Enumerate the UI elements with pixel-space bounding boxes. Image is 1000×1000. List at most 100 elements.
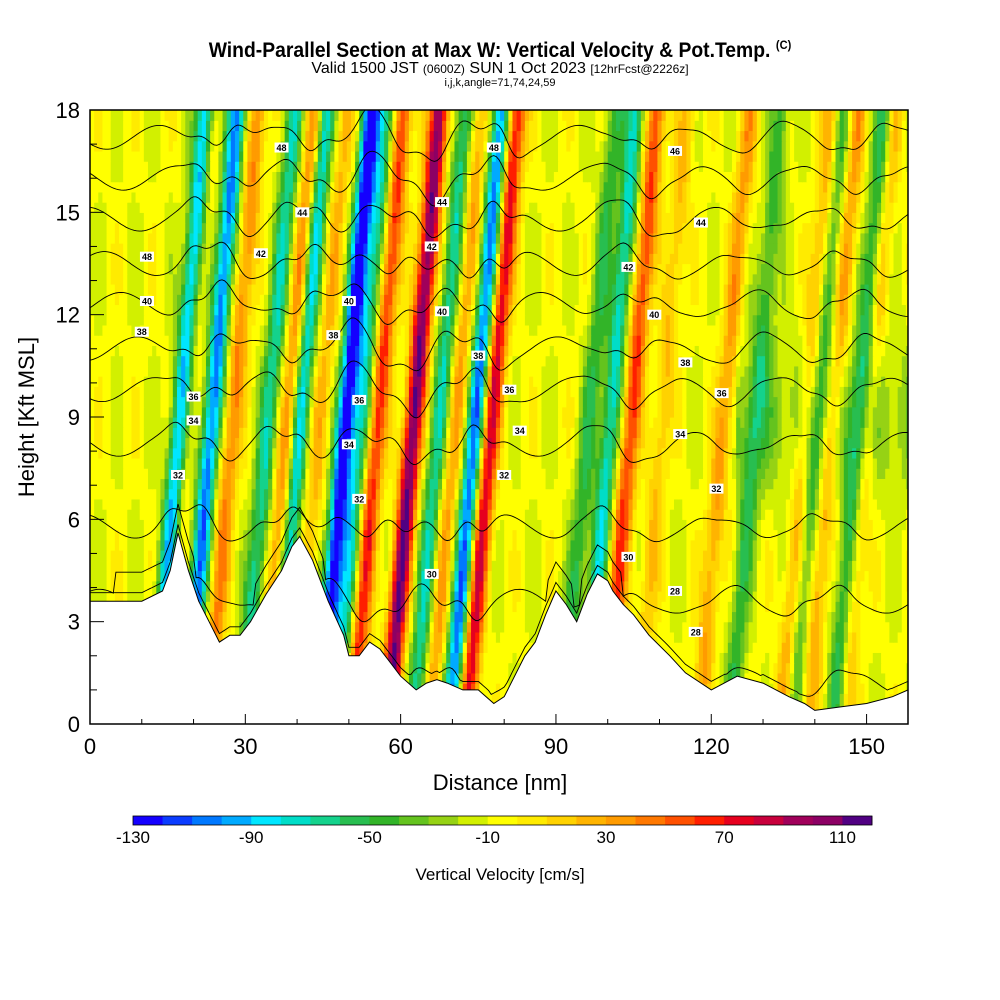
field-cell <box>814 478 820 490</box>
field-cell <box>466 509 472 520</box>
field-cell <box>375 580 381 592</box>
field-cell <box>176 529 182 541</box>
field-cell <box>889 570 895 582</box>
field-cell <box>864 478 870 490</box>
field-cell <box>711 550 717 561</box>
field-cell <box>421 642 427 653</box>
field-cell <box>475 478 480 490</box>
field-cell <box>135 550 141 561</box>
field-cell <box>139 550 145 561</box>
field-cell <box>292 529 298 541</box>
field-cell <box>868 580 874 592</box>
field-cell <box>905 509 908 520</box>
field-cell <box>516 478 522 490</box>
field-cell <box>359 642 364 653</box>
field-cell <box>715 468 721 479</box>
field-cell <box>711 519 717 531</box>
field-cell <box>189 488 195 500</box>
field-cell <box>437 509 443 520</box>
field-cell <box>823 488 828 500</box>
field-cell <box>189 550 195 561</box>
field-cell <box>313 519 319 531</box>
field-cell <box>843 478 849 490</box>
field-cell <box>479 652 485 664</box>
field-cell <box>661 580 667 592</box>
field-cell <box>524 488 530 500</box>
field-cell <box>388 611 393 623</box>
field-cell <box>715 488 721 500</box>
field-cell <box>379 601 385 613</box>
field-cell <box>798 631 803 643</box>
field-cell <box>359 498 364 510</box>
field-cell <box>632 539 638 551</box>
field-cell <box>905 478 908 490</box>
field-cell <box>798 529 803 541</box>
field-cell <box>466 570 472 582</box>
field-cell <box>181 457 186 469</box>
field-cell <box>885 621 890 633</box>
field-cell <box>574 560 580 572</box>
field-cell <box>860 580 866 592</box>
field-cell <box>673 590 679 602</box>
field-cell <box>545 560 551 572</box>
field-cell <box>798 601 803 613</box>
field-cell <box>802 539 808 551</box>
field-cell <box>736 539 741 551</box>
field-cell <box>338 611 344 623</box>
field-cell <box>707 601 712 613</box>
field-cell <box>553 509 559 520</box>
field-cell <box>678 468 683 479</box>
field-cell <box>176 457 182 469</box>
field-cell <box>810 611 816 623</box>
field-cell <box>450 488 456 500</box>
field-cell <box>110 468 116 479</box>
field-cell <box>466 621 472 633</box>
field-cell <box>338 590 344 602</box>
field-cell <box>230 498 236 510</box>
field-cell <box>404 478 410 490</box>
field-cell <box>417 509 422 520</box>
field-cell <box>533 580 538 592</box>
field-cell <box>118 488 124 500</box>
field-cell <box>897 621 903 633</box>
field-cell <box>843 468 849 479</box>
field-cell <box>558 468 563 479</box>
field-cell <box>905 631 908 643</box>
field-cell <box>752 509 758 520</box>
field-cell <box>317 570 323 582</box>
field-cell <box>147 570 153 582</box>
field-cell <box>446 642 451 653</box>
field-cell <box>471 539 476 551</box>
field-cell <box>798 570 803 582</box>
field-cell <box>690 519 696 531</box>
field-cell <box>313 550 319 561</box>
field-cell <box>789 652 795 664</box>
field-cell <box>106 550 112 561</box>
field-cell <box>247 519 253 531</box>
field-cell <box>885 498 890 510</box>
field-cell <box>98 498 104 510</box>
field-cell <box>781 560 787 572</box>
field-cell <box>301 468 306 479</box>
field-cell <box>458 468 464 479</box>
field-cell <box>297 478 302 490</box>
field-cell <box>168 550 174 561</box>
field-cell <box>893 601 899 613</box>
field-cell <box>454 519 460 531</box>
field-cell <box>653 601 659 613</box>
field-cell <box>599 468 605 479</box>
field-cell <box>363 539 369 551</box>
field-cell <box>379 529 385 541</box>
field-cell <box>806 621 812 633</box>
field-cell <box>334 570 340 582</box>
field-cell <box>781 509 787 520</box>
field-cell <box>371 488 377 500</box>
field-cell <box>421 580 427 592</box>
field-cell <box>147 478 153 490</box>
field-cell <box>429 580 435 592</box>
field-cell <box>678 488 683 500</box>
field-cell <box>889 621 895 633</box>
field-cell <box>765 560 770 572</box>
field-cell <box>90 590 95 602</box>
field-cell <box>143 488 149 500</box>
